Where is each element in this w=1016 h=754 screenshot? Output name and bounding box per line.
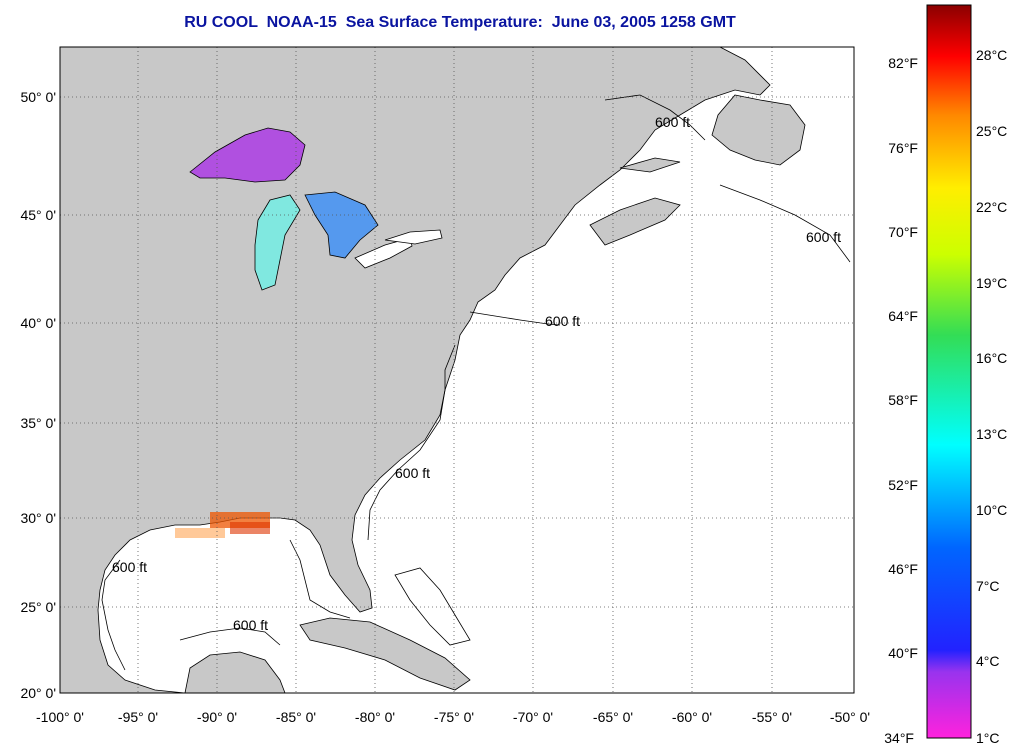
fahrenheit-label: 40°F — [888, 645, 918, 661]
lake-huron — [304, 191, 379, 259]
land-north-america — [60, 47, 771, 693]
lon-label: -85° 0' — [276, 709, 316, 725]
colorbar-fahrenheit: 82°F 76°F 70°F 64°F 58°F 52°F 46°F 40°F … — [884, 55, 918, 746]
land-newfoundland — [711, 94, 806, 166]
lon-axis: -100° 0' -95° 0' -90° 0' -85° 0' -80° 0'… — [36, 709, 870, 725]
contour-label-4: 600 ft — [233, 617, 268, 633]
fahrenheit-label: 76°F — [888, 140, 918, 156]
contour-label-5: 600 ft — [655, 114, 690, 130]
fahrenheit-label: 82°F — [888, 55, 918, 71]
fahrenheit-label: 70°F — [888, 224, 918, 240]
lon-label: -95° 0' — [118, 709, 158, 725]
lon-label: -65° 0' — [593, 709, 633, 725]
contour-label-2: 600 ft — [395, 465, 430, 481]
lon-label: -70° 0' — [513, 709, 553, 725]
colorbar — [926, 4, 972, 739]
lat-axis: 50° 0' 45° 0' 40° 0' 35° 0' 30° 0' 25° 0… — [20, 89, 56, 701]
contour-label-6: 600 ft — [806, 229, 841, 245]
celsius-label: 19°C — [976, 275, 1007, 291]
fahrenheit-label: 58°F — [888, 392, 918, 408]
colorbar-celsius: 28°C 25°C 22°C 19°C 16°C 13°C 10°C 7°C 4… — [976, 47, 1007, 746]
celsius-label: 22°C — [976, 199, 1007, 215]
land-nova-scotia — [589, 197, 681, 246]
contour-label-3: 600 ft — [112, 559, 147, 575]
lake-ontario — [384, 229, 443, 245]
lat-label: 45° 0' — [20, 207, 56, 223]
bahamas-banks — [394, 567, 471, 646]
gulf-sst-pixels — [175, 512, 270, 538]
land-yucatan — [184, 651, 286, 693]
map-title: RU COOL NOAA-15 Sea Surface Temperature:… — [184, 14, 736, 31]
contour-label-1: 600 ft — [545, 313, 580, 329]
lon-label: -75° 0' — [434, 709, 474, 725]
land-cuba — [299, 617, 471, 691]
celsius-label: 1°C — [976, 730, 1000, 746]
fahrenheit-label: 64°F — [888, 308, 918, 324]
contour-lines — [101, 94, 851, 671]
lat-label: 50° 0' — [20, 89, 56, 105]
lat-label: 30° 0' — [20, 510, 56, 526]
celsius-label: 25°C — [976, 123, 1007, 139]
lake-michigan — [254, 194, 301, 291]
lon-label: -100° 0' — [36, 709, 84, 725]
lat-label: 20° 0' — [20, 685, 56, 701]
fahrenheit-label: 34°F — [884, 730, 914, 746]
celsius-label: 10°C — [976, 502, 1007, 518]
lake-superior — [189, 127, 306, 183]
land-anticosti — [619, 157, 681, 173]
celsius-label: 7°C — [976, 578, 1000, 594]
celsius-label: 4°C — [976, 653, 1000, 669]
lat-label: 25° 0' — [20, 599, 56, 615]
lon-label: -90° 0' — [197, 709, 237, 725]
celsius-label: 13°C — [976, 426, 1007, 442]
graticule — [60, 47, 854, 693]
lake-erie — [354, 237, 413, 269]
map-frame — [59, 46, 855, 694]
lon-label: -55° 0' — [752, 709, 792, 725]
lat-label: 40° 0' — [20, 315, 56, 331]
lat-label: 35° 0' — [20, 415, 56, 431]
fahrenheit-label: 52°F — [888, 477, 918, 493]
celsius-label: 28°C — [976, 47, 1007, 63]
celsius-label: 16°C — [976, 350, 1007, 366]
lon-label: -80° 0' — [355, 709, 395, 725]
fahrenheit-label: 46°F — [888, 561, 918, 577]
lon-label: -60° 0' — [672, 709, 712, 725]
lon-label: -50° 0' — [830, 709, 870, 725]
